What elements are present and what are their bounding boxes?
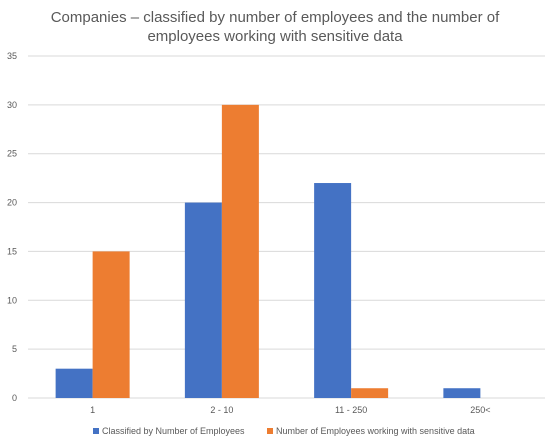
chart-title-line-1: Companies – classified by number of empl… — [51, 9, 500, 26]
x-tick-label: 1 — [90, 405, 95, 415]
bars — [55, 104, 481, 398]
legend-swatch-0 — [93, 428, 99, 434]
y-tick-label: 5 — [12, 344, 17, 354]
x-tick-label: 250< — [470, 405, 490, 415]
bar-series-1-2-10 — [221, 104, 259, 398]
x-tick-label: 11 - 250 — [335, 405, 367, 415]
y-tick-label: 20 — [7, 198, 17, 208]
legend-label-1: Number of Employees working with sensiti… — [276, 426, 475, 436]
x-axis-ticks: 1 2 - 10 11 - 250 250< — [90, 405, 490, 415]
chart-title-line-2: employees working with sensitive data — [147, 28, 403, 45]
y-tick-label: 25 — [7, 149, 17, 159]
y-axis-ticks: 0 5 10 15 20 25 30 35 — [7, 51, 17, 403]
x-tick-label: 2 - 10 — [210, 405, 233, 415]
y-tick-label: 15 — [7, 246, 17, 256]
bar-series-0-11-250 — [314, 183, 352, 398]
y-tick-label: 10 — [7, 295, 17, 305]
bar-series-0-250plus — [443, 388, 481, 398]
legend: Classified by Number of Employees Number … — [93, 426, 475, 436]
bar-series-1-11-250 — [351, 388, 389, 398]
bar-series-0-1 — [55, 368, 93, 398]
bar-series-0-2-10 — [184, 202, 222, 398]
legend-label-0: Classified by Number of Employees — [102, 426, 245, 436]
y-tick-label: 30 — [7, 100, 17, 110]
y-tick-label: 0 — [12, 393, 17, 403]
legend-swatch-1 — [267, 428, 273, 434]
y-tick-label: 35 — [7, 51, 17, 61]
bar-series-1-1 — [92, 251, 130, 398]
